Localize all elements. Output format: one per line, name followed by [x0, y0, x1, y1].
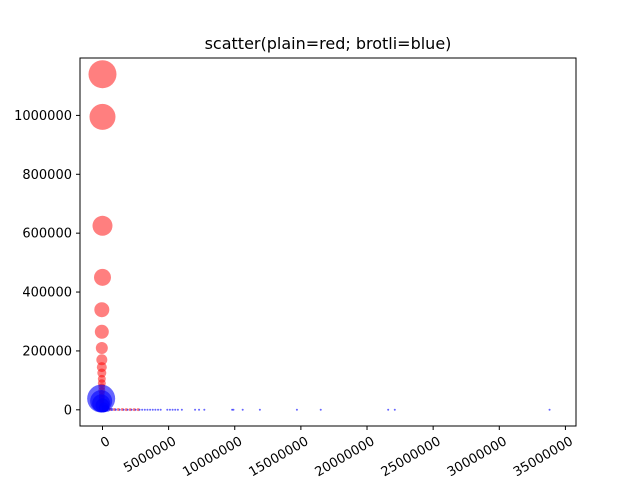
- scatter-point-s0-3: [93, 268, 111, 286]
- scatter-point-s1-31: [203, 408, 206, 411]
- scatter-point-s1-39: [393, 408, 396, 411]
- scatter-point-s1-6: [105, 406, 111, 412]
- scatter-point-s1-37: [319, 408, 322, 411]
- scatter-point-s0-4: [94, 302, 110, 318]
- y-tick-label: 600000: [22, 227, 72, 242]
- scatter-point-s1-40: [548, 408, 551, 411]
- x-tick-label: 25000000: [379, 434, 444, 480]
- scatter-point-s1-27: [176, 408, 179, 411]
- y-tick-label: 400000: [22, 286, 72, 301]
- scatter-point-s1-13: [134, 408, 137, 411]
- y-tick-label: 800000: [22, 168, 72, 183]
- scatter-point-s1-23: [166, 408, 169, 411]
- scatter-point-s1-19: [151, 408, 154, 411]
- scatter-point-s1-12: [130, 408, 133, 411]
- scatter-point-s0-6: [95, 341, 108, 354]
- scatter-point-s1-29: [194, 408, 197, 411]
- x-tick-label: 10000000: [180, 434, 245, 480]
- scatter-point-s1-21: [157, 408, 160, 411]
- scatter-point-s1-10: [122, 408, 125, 411]
- scatter-point-s0-1: [89, 103, 116, 130]
- scatter-point-s1-26: [174, 408, 177, 411]
- scatter-point-s1-35: [258, 408, 261, 411]
- scatter-point-s1-18: [149, 408, 152, 411]
- scatter-point-s1-15: [141, 408, 144, 411]
- scatter-point-s1-25: [171, 408, 174, 411]
- scatter-point-s1-8: [114, 408, 117, 411]
- scatter-point-s1-17: [146, 408, 149, 411]
- scatter-point-s0-0: [88, 60, 117, 89]
- scatter-point-s1-9: [118, 408, 121, 411]
- scatter-point-s1-36: [295, 408, 298, 411]
- x-tick-label: 15000000: [246, 434, 311, 480]
- scatter-point-s1-7: [110, 408, 114, 412]
- scatter-point-s1-30: [198, 408, 201, 411]
- scatter-point-s1-14: [138, 408, 141, 411]
- chart-title: scatter(plain=red; brotli=blue): [205, 34, 452, 53]
- x-tick-label: 5000000: [121, 434, 179, 476]
- scatter-point-s1-22: [159, 408, 162, 411]
- scatter-point-s1-20: [154, 408, 157, 411]
- scatter-point-s1-28: [180, 408, 183, 411]
- scatter-point-s1-33: [232, 408, 235, 411]
- scatter-point-s1-11: [126, 408, 129, 411]
- y-tick-label: 1000000: [14, 109, 72, 124]
- scatter-point-s0-7: [96, 354, 108, 366]
- y-tick-label: 200000: [22, 344, 72, 359]
- scatter-point-s1-24: [168, 408, 171, 411]
- y-tick-label: 0: [64, 403, 72, 418]
- scatter-point-s1-16: [143, 408, 146, 411]
- x-tick-label: 30000000: [445, 434, 510, 480]
- x-tick-label: 0: [98, 434, 113, 451]
- scatter-point-s1-34: [241, 408, 244, 411]
- scatter-point-s0-2: [92, 215, 113, 236]
- x-tick-label: 20000000: [313, 434, 378, 480]
- scatter-point-s1-38: [387, 408, 390, 411]
- plot-area: [87, 60, 551, 413]
- scatter-point-s0-5: [94, 324, 109, 339]
- plot-frame: [79, 57, 577, 427]
- x-tick-label: 35000000: [511, 434, 576, 480]
- scatter-point-s0-9: [97, 368, 107, 378]
